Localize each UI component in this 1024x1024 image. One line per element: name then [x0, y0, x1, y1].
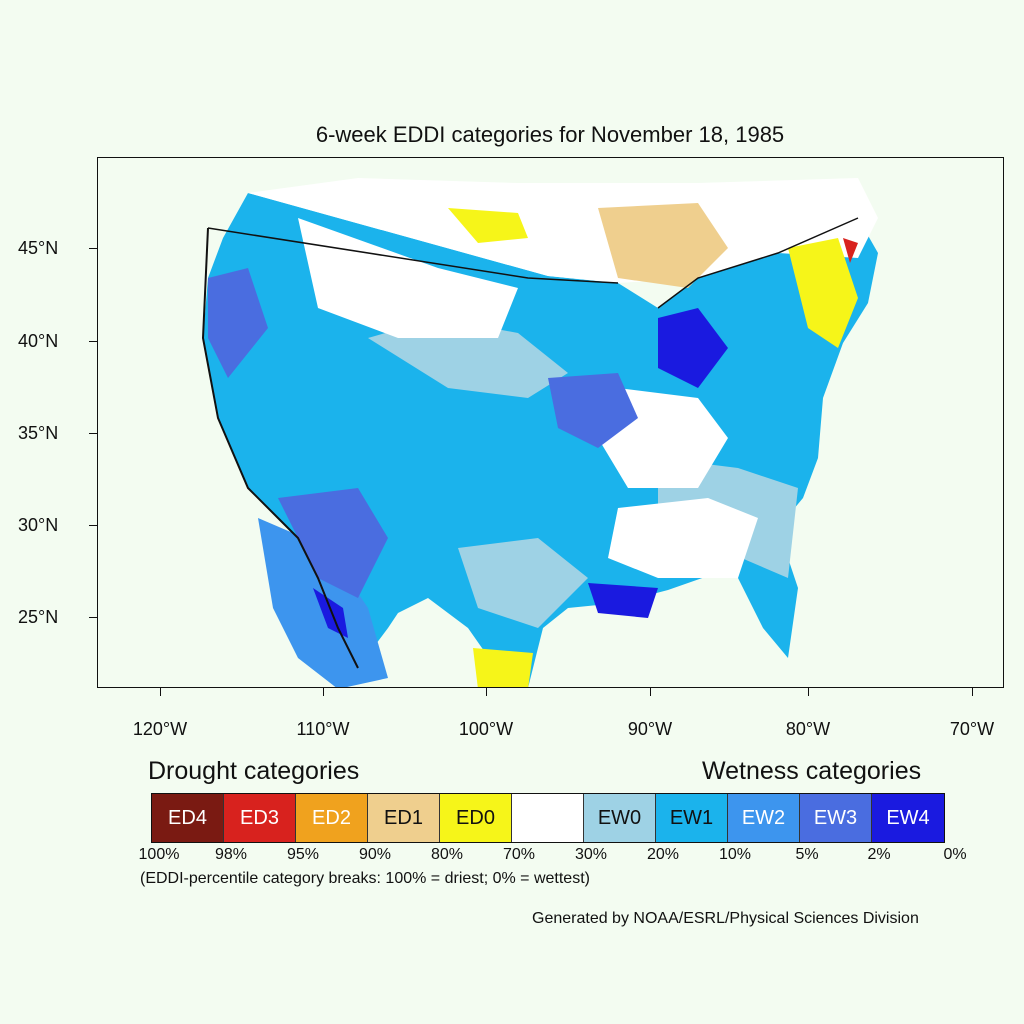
- percentile-label: 20%: [646, 846, 680, 863]
- lat-tick: [89, 525, 97, 526]
- lon-tick: [323, 688, 324, 696]
- map-title: 6-week EDDI categories for November 18, …: [315, 122, 785, 147]
- percentile-label: 95%: [286, 846, 320, 863]
- percentile-label: 10%: [718, 846, 752, 863]
- legend-ew0: EW0: [584, 794, 656, 842]
- percentile-label: 2%: [867, 846, 891, 863]
- ew3-pacific-nw: [208, 268, 268, 378]
- legend-normal: [512, 794, 584, 842]
- legend-ew4: EW4: [872, 794, 944, 842]
- legend-ed3: ED3: [224, 794, 296, 842]
- lon-tick: [160, 688, 161, 696]
- canada-landmass: [248, 178, 878, 283]
- percentile-label: 30%: [574, 846, 608, 863]
- percentile-label: 80%: [430, 846, 464, 863]
- legend-ew2: EW2: [728, 794, 800, 842]
- lon-label-90: 90°W: [627, 719, 673, 739]
- lon-label-70: 70°W: [949, 719, 995, 739]
- ed1-north: [598, 203, 728, 288]
- us-border-outline: [207, 217, 859, 309]
- lat-label-45: 45°N: [18, 238, 59, 258]
- coastline: [201, 227, 359, 669]
- eddi-map: [201, 178, 878, 687]
- lat-tick: [89, 248, 97, 249]
- lat-label-35: 35°N: [18, 423, 59, 443]
- lat-tick: [89, 617, 97, 618]
- lon-tick: [650, 688, 651, 696]
- lat-label-30: 30°N: [18, 515, 59, 535]
- lon-label-80: 80°W: [785, 719, 831, 739]
- legend-ed2: ED2: [296, 794, 368, 842]
- normal-northwest: [298, 218, 518, 338]
- lon-tick: [486, 688, 487, 696]
- lat-label-40: 40°N: [18, 331, 59, 351]
- lon-label-110: 110°W: [296, 719, 350, 739]
- ew0-south: [458, 538, 588, 628]
- percentile-label: 5%: [795, 846, 819, 863]
- percentile-label: 90%: [358, 846, 392, 863]
- category-note: (EDDI-percentile category breaks: 100% =…: [140, 870, 590, 887]
- map-panel: [97, 157, 1004, 688]
- ew4-sierra: [313, 588, 348, 638]
- ew3-plains: [548, 373, 638, 448]
- lat-tick: [89, 341, 97, 342]
- ew3-southwest: [278, 488, 388, 598]
- percentile-label: 70%: [502, 846, 536, 863]
- lon-tick: [972, 688, 973, 696]
- drought-heading: Drought categories: [148, 757, 360, 785]
- percentile-label: 100%: [138, 846, 180, 863]
- lon-tick: [808, 688, 809, 696]
- legend-ew3: EW3: [800, 794, 872, 842]
- legend-ed1: ED1: [368, 794, 440, 842]
- category-legend: ED4 ED3 ED2 ED1 ED0 EW0 EW1 EW2 EW3 EW4: [151, 793, 945, 843]
- wetness-heading: Wetness categories: [702, 757, 922, 785]
- percentile-label: 0%: [943, 846, 967, 863]
- lat-tick: [89, 433, 97, 434]
- ed0-northeast: [788, 238, 858, 348]
- legend-ed0: ED0: [440, 794, 512, 842]
- percentile-label: 98%: [214, 846, 248, 863]
- ed0-texas: [473, 648, 533, 687]
- legend-ed4: ED4: [152, 794, 224, 842]
- normal-southeast: [608, 498, 758, 578]
- legend-ew1: EW1: [656, 794, 728, 842]
- lat-label-25: 25°N: [18, 607, 59, 627]
- ed0-north: [448, 208, 528, 243]
- lon-label-100: 100°W: [458, 719, 514, 739]
- ed3-maine: [843, 238, 858, 263]
- ew4-gulf-coast: [588, 583, 658, 618]
- ew4-great-lakes: [658, 308, 728, 388]
- lon-label-120: 120°W: [132, 719, 188, 739]
- credit-line: Generated by NOAA/ESRL/Physical Sciences…: [532, 910, 919, 927]
